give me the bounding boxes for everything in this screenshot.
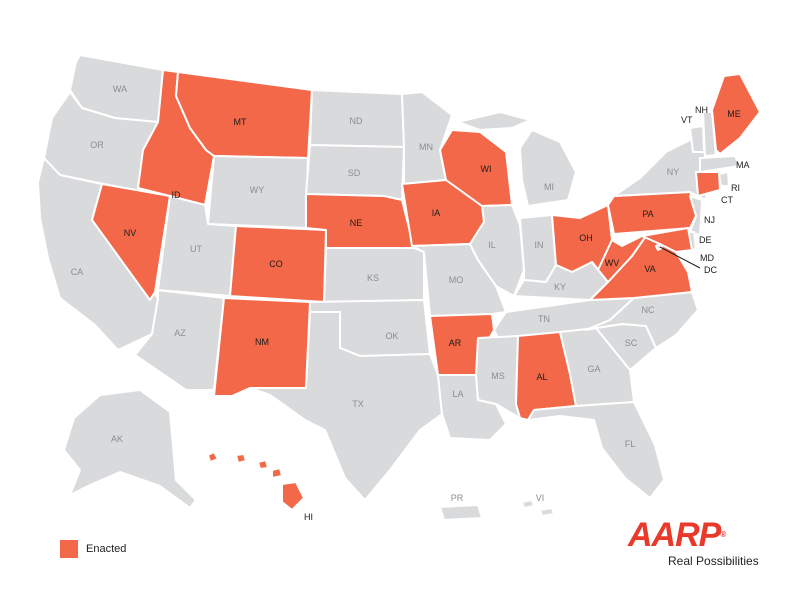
state-label-me: ME (727, 109, 741, 119)
state-label-va: VA (644, 264, 655, 274)
state-label-tx: TX (352, 399, 364, 409)
state-label-ia: IA (432, 208, 441, 218)
legend: Enacted (60, 540, 126, 558)
state-label-ak: AK (111, 434, 123, 444)
state-label-nm: NM (255, 337, 269, 347)
state-vt[interactable] (689, 125, 705, 153)
state-label-nh: NH (695, 105, 708, 115)
state-label-ne: NE (350, 218, 363, 228)
state-wi[interactable] (439, 129, 513, 207)
state-ks[interactable] (323, 247, 425, 303)
state-label-la: LA (452, 389, 463, 399)
state-label-ut: UT (190, 244, 202, 254)
state-label-nv: NV (124, 228, 137, 238)
state-label-ri: RI (731, 183, 740, 193)
state-nc[interactable] (585, 291, 699, 349)
state-label-vt: VT (681, 115, 693, 125)
state-label-ky: KY (554, 282, 566, 292)
state-label-mn: MN (419, 142, 433, 152)
state-label-ca: CA (71, 267, 84, 277)
state-label-ar: AR (449, 338, 462, 348)
state-ma[interactable] (699, 155, 741, 173)
state-label-wa: WA (113, 84, 127, 94)
state-label-ga: GA (587, 364, 600, 374)
state-label-id: ID (172, 190, 182, 200)
state-label-pr: PR (451, 493, 464, 503)
state-label-vi: VI (536, 493, 545, 503)
state-label-ok: OK (385, 331, 398, 341)
state-mi[interactable] (457, 111, 577, 207)
state-label-co: CO (269, 259, 283, 269)
state-ct[interactable] (695, 171, 721, 197)
state-label-nd: ND (350, 116, 363, 126)
state-label-sc: SC (625, 338, 638, 348)
state-me[interactable] (711, 73, 761, 155)
state-label-az: AZ (174, 328, 186, 338)
legend-label-enacted: Enacted (86, 543, 127, 555)
state-label-hi: HI (304, 512, 313, 522)
state-vi[interactable] (521, 499, 555, 517)
state-label-al: AL (536, 372, 547, 382)
state-tx[interactable] (249, 311, 443, 501)
state-label-ny: NY (667, 167, 680, 177)
state-label-il: IL (488, 240, 496, 250)
state-il[interactable] (469, 204, 525, 297)
state-label-ks: KS (367, 273, 379, 283)
state-dc[interactable] (655, 243, 663, 251)
state-label-md: MD (700, 253, 714, 263)
state-label-oh: OH (579, 233, 593, 243)
state-label-nj: NJ (704, 215, 715, 225)
state-label-wv: WV (605, 258, 620, 268)
aarp-wordmark-text: AARP (628, 516, 721, 554)
legend-swatch-enacted (60, 540, 78, 558)
state-label-dc: DC (704, 265, 717, 275)
state-pr[interactable] (439, 504, 483, 521)
state-label-tn: TN (538, 314, 550, 324)
state-label-nc: NC (642, 305, 655, 315)
state-label-or: OR (90, 140, 104, 150)
state-label-sd: SD (348, 168, 361, 178)
state-ak[interactable] (63, 389, 197, 509)
state-hi[interactable] (207, 451, 305, 511)
state-label-ms: MS (491, 371, 505, 381)
state-label-mo: MO (449, 275, 464, 285)
state-label-in: IN (535, 240, 544, 250)
state-nm[interactable] (213, 297, 311, 397)
state-label-wi: WI (481, 164, 492, 174)
state-label-fl: FL (625, 439, 636, 449)
state-fl[interactable] (527, 401, 665, 499)
state-label-ct: CT (721, 195, 733, 205)
aarp-tagline: Real Possibilities (668, 554, 759, 568)
state-label-ma: MA (736, 160, 750, 170)
state-md[interactable] (641, 227, 693, 253)
state-label-pa: PA (642, 209, 653, 219)
state-label-wy: WY (250, 185, 265, 195)
dc-leader-line (659, 246, 701, 269)
state-label-de: DE (699, 235, 712, 245)
registered-mark: ® (720, 530, 726, 539)
state-label-mt: MT (234, 117, 247, 127)
state-label-mi: MI (544, 182, 554, 192)
aarp-wordmark: AARP® (628, 518, 768, 552)
aarp-logo: AARP® Real Possibilities (628, 518, 768, 570)
